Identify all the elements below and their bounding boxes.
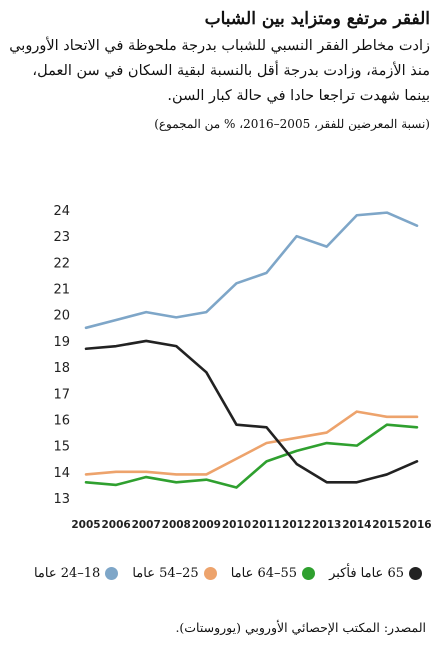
x-tick-label: 2013 — [312, 519, 341, 531]
y-tick-label: 17 — [53, 387, 70, 402]
x-tick-label: 2010 — [222, 519, 251, 531]
x-tick-label: 2014 — [342, 519, 371, 531]
legend-swatch — [203, 567, 217, 580]
x-tick-label: 2015 — [372, 519, 401, 531]
chart-title: الفقر مرتفع ومتزايد بين الشباب — [204, 9, 430, 29]
y-tick-label: 23 — [53, 230, 70, 245]
x-tick-label: 2016 — [402, 519, 431, 531]
x-tick-label: 2005 — [71, 519, 100, 531]
chart-subtitle: زادت مخاطر الفقر النسبي للشباب بدرجة ملح… — [9, 38, 430, 104]
y-tick-label: 21 — [53, 283, 70, 298]
legend-swatch — [302, 567, 316, 580]
legend-item: 55–64 عاما — [230, 566, 316, 581]
x-tick-label: 2007 — [132, 519, 161, 531]
y-tick-label: 24 — [53, 204, 70, 219]
y-tick-label: 16 — [53, 413, 70, 428]
x-tick-label: 2006 — [101, 519, 130, 531]
chart-units-note: (نسبة المعرضين للفقر، 2005–2016، % من ال… — [154, 117, 430, 131]
legend-item: 65 عاما فأكبر — [329, 566, 422, 581]
legend-swatch — [409, 567, 422, 580]
chart-header: الفقر مرتفع ومتزايد بين الشباب زادت مخاط… — [8, 6, 430, 133]
x-tick-label: 2011 — [252, 519, 281, 531]
y-tick-label: 14 — [53, 466, 70, 481]
series-line-3 — [84, 339, 419, 484]
line-chart: 13 14 15 16 17 18 19 20 21 22 23 24 2005 2006 2007 2008… — [53, 204, 431, 531]
series-line-2 — [84, 423, 419, 489]
y-tick-label: 13 — [53, 492, 70, 507]
y-tick-label: 20 — [53, 309, 70, 324]
x-tick-label: 2008 — [162, 519, 191, 531]
y-tick-label: 19 — [53, 335, 70, 350]
y-tick-label: 18 — [53, 361, 70, 376]
chart-legend: 65 عاما فأكبر 55–64 عاما 25–54 عاما 18–24 ع… — [34, 566, 422, 581]
y-tick-label: 15 — [53, 440, 70, 455]
y-tick-label: 22 — [53, 256, 70, 271]
legend-swatch — [105, 567, 119, 580]
series-line-0 — [84, 211, 419, 330]
series-line-1 — [84, 410, 419, 476]
legend-label: 65 عاما فأكبر — [329, 566, 404, 581]
x-tick-label: 2012 — [282, 519, 311, 531]
x-tick-label: 2009 — [192, 519, 221, 531]
legend-item: 25–54 عاما — [132, 566, 217, 581]
legend-label: 18–24 عاما — [33, 566, 101, 581]
legend-label: 25–54 عاما — [132, 566, 199, 581]
legend-item: 18–24 عاما — [33, 566, 119, 581]
source-note: المصدر: المكتب الإحصائي الأوروبي (يوروست… — [175, 620, 426, 635]
legend-label: 55–64 عاما — [230, 566, 298, 581]
